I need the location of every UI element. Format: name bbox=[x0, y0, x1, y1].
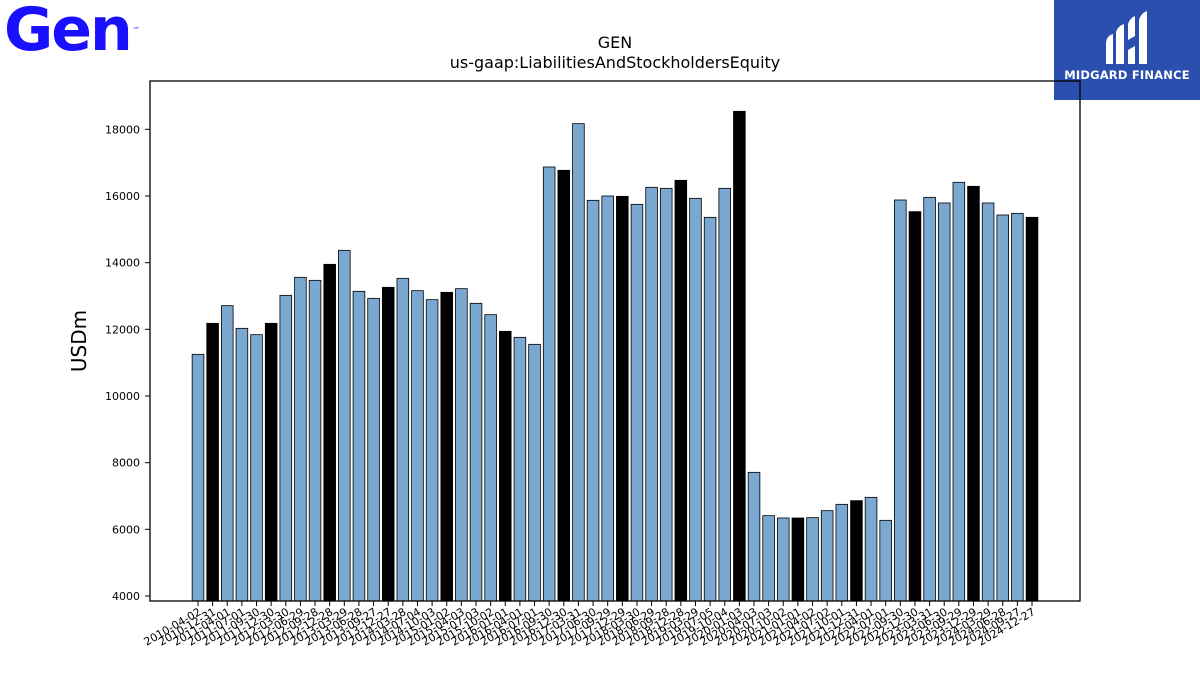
bar-2016-09-30 bbox=[542, 166, 556, 602]
bar-2015-07-03 bbox=[469, 302, 483, 602]
bar-2017-06-30 bbox=[586, 199, 600, 602]
bar-2011-04-01 bbox=[221, 305, 234, 602]
bar-2023-09-29 bbox=[952, 181, 966, 602]
bar-2021-12-31 bbox=[850, 500, 863, 602]
bar-2024-09-27 bbox=[1011, 212, 1024, 602]
bar-2014-03-28 bbox=[396, 277, 410, 602]
gen-logo: Gen ™ bbox=[4, 0, 140, 60]
bar-2020-07-03 bbox=[762, 515, 775, 602]
gen-logo-text: Gen bbox=[4, 0, 133, 65]
bar-2015-10-02 bbox=[484, 314, 497, 602]
bar-2011-09-30 bbox=[250, 334, 263, 602]
bar-2014-10-03 bbox=[425, 299, 439, 602]
bar-2012-06-29 bbox=[294, 276, 307, 602]
bar-2016-04-01 bbox=[513, 336, 527, 602]
bar-2010-12-31 bbox=[206, 322, 219, 602]
trademark-symbol: ™ bbox=[132, 26, 140, 34]
bar-2011-07-01 bbox=[235, 327, 249, 602]
bar-2020-04-03 bbox=[747, 471, 761, 602]
y-tick-label: 12000 bbox=[105, 323, 140, 336]
bar-2021-10-01 bbox=[835, 503, 849, 602]
bar-2021-07-02 bbox=[820, 510, 834, 602]
bar-2016-07-01 bbox=[528, 343, 541, 602]
bar-2013-03-29 bbox=[338, 249, 351, 602]
chart-title: GEN bbox=[598, 33, 632, 52]
bar-2012-09-28 bbox=[308, 279, 322, 602]
bar-2012-03-30 bbox=[279, 294, 293, 602]
bar-2020-01-03 bbox=[733, 110, 746, 602]
bar-2013-09-27 bbox=[367, 297, 380, 602]
bar-2017-09-29 bbox=[601, 195, 614, 602]
bar-2010-04-02 bbox=[191, 353, 205, 602]
y-tick-label: 4000 bbox=[112, 590, 140, 603]
y-axis-label: USDm bbox=[67, 310, 91, 372]
bar-2024-06-28 bbox=[996, 214, 1009, 602]
bar-2023-03-31 bbox=[923, 196, 936, 602]
bar-2017-03-31 bbox=[572, 123, 585, 602]
bar-2019-10-04 bbox=[718, 187, 731, 602]
plot-frame bbox=[149, 80, 1081, 602]
bar-2018-09-28 bbox=[659, 187, 673, 602]
bar-2024-12-27 bbox=[1025, 216, 1039, 602]
bar-2019-07-05 bbox=[703, 216, 717, 602]
y-tick-label: 18000 bbox=[105, 123, 140, 136]
bar-2011-12-30 bbox=[264, 322, 278, 602]
bar-2017-12-29 bbox=[616, 195, 629, 602]
bar-2013-06-28 bbox=[352, 290, 366, 602]
bar-2024-03-29 bbox=[981, 202, 995, 602]
bar-2013-12-27 bbox=[381, 286, 395, 602]
bar-2022-09-30 bbox=[894, 199, 907, 602]
y-tick-label: 8000 bbox=[112, 457, 140, 470]
y-tick-label: 10000 bbox=[105, 390, 140, 403]
midgard-finance-badge: MIDGARD FINANCE bbox=[1054, 0, 1200, 100]
bar-2016-01-01 bbox=[499, 330, 512, 602]
bar-2023-06-30 bbox=[937, 202, 951, 602]
y-tick-label: 6000 bbox=[112, 523, 140, 536]
bar-2016-12-30 bbox=[557, 169, 571, 602]
bar-2022-07-01 bbox=[879, 519, 892, 602]
bar-2018-06-29 bbox=[645, 186, 658, 602]
chart-subtitle: us-gaap:LiabilitiesAndStockholdersEquity bbox=[450, 53, 781, 72]
bar-2021-04-02 bbox=[806, 517, 819, 602]
bar-2012-12-28 bbox=[323, 263, 336, 602]
bar-2018-03-30 bbox=[630, 203, 644, 602]
y-tick-label: 14000 bbox=[105, 257, 140, 270]
bar-2014-07-04 bbox=[411, 290, 424, 602]
bar-2018-12-28 bbox=[674, 179, 688, 602]
midgard-logo-icon bbox=[1106, 11, 1147, 64]
badge-name: MIDGARD FINANCE bbox=[1064, 68, 1190, 82]
bar-2021-01-01 bbox=[791, 517, 805, 602]
bar-2022-12-30 bbox=[908, 211, 922, 602]
bar-2015-04-03 bbox=[455, 288, 468, 602]
bar-2019-03-29 bbox=[689, 197, 702, 602]
y-tick-label: 16000 bbox=[105, 190, 140, 203]
bar-2020-10-02 bbox=[777, 517, 790, 602]
bar-2023-12-29 bbox=[967, 185, 980, 602]
bar-2015-01-02 bbox=[440, 291, 453, 602]
bar-2022-04-01 bbox=[864, 496, 878, 602]
